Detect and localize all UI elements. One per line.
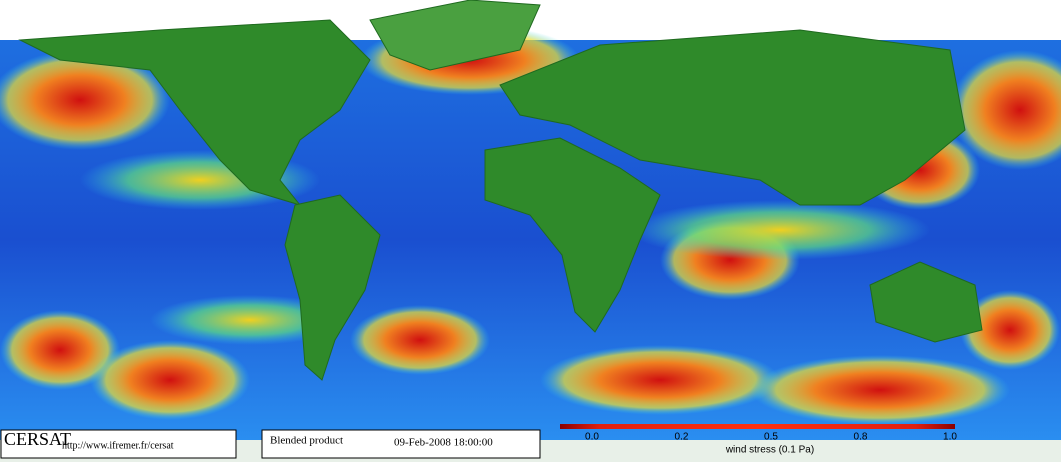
- wind-patch: [950, 50, 1061, 170]
- wind-patch: [540, 345, 780, 415]
- eurasia: [499, 29, 966, 206]
- colorbar-tick-label: 0.0: [585, 432, 599, 443]
- colorbar: wind stress (0.1 Pa) 0.0 0.2 0.5 0.8 1.0: [560, 424, 957, 456]
- africa: [484, 137, 661, 333]
- date: 09-Feb-2008 18:00:00: [394, 437, 493, 449]
- product: Blended product: [270, 435, 343, 447]
- colorbar-tick-label: 0.5: [764, 432, 778, 443]
- colorbar-tick-label: 0.2: [675, 432, 689, 443]
- north-america: [18, 19, 371, 206]
- wind-patch: [0, 310, 120, 390]
- info-box: [261, 429, 541, 459]
- greenland: [369, 0, 541, 71]
- logo: CERSAT: [4, 429, 71, 449]
- wind-patch: [960, 290, 1060, 370]
- colorbar-tick-label: 0.8: [854, 432, 868, 443]
- logo-box: [0, 429, 237, 459]
- wind-patch: [350, 305, 490, 375]
- wind-patch: [0, 50, 170, 150]
- colorbar-label: wind stress (0.1 Pa): [725, 445, 814, 456]
- wind-patch: [630, 200, 930, 260]
- footer: CERSAT http://www.ifremer.fr/cersat Blen…: [0, 429, 541, 459]
- colorbar-gradient: [560, 424, 955, 429]
- wind-patch: [90, 340, 250, 420]
- colorbar-tick-label: 1.0: [943, 432, 957, 443]
- wind-patch: [150, 295, 350, 345]
- south-america: [284, 194, 381, 381]
- url: http://www.ifremer.fr/cersat: [62, 440, 174, 451]
- australia: [869, 261, 983, 343]
- wind-patch: [750, 355, 1010, 425]
